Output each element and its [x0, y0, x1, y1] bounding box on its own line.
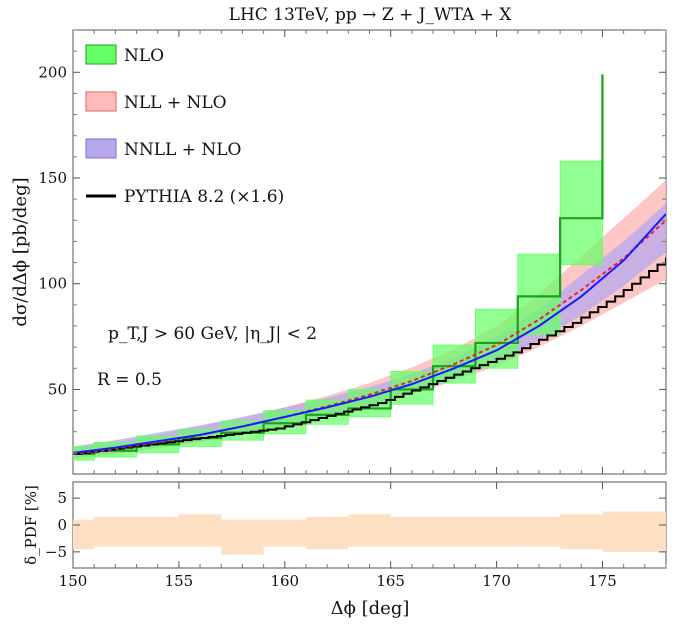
pdf-uncertainty-box: [221, 519, 264, 555]
pdf-uncertainty-box: [136, 516, 179, 547]
legend-label-nll: NLL + NLO: [124, 93, 227, 113]
nlo-uncertainty-box: [559, 160, 603, 266]
pdf-uncertainty-box: [602, 511, 666, 552]
legend-swatch-nll: [85, 91, 117, 112]
x-tick-label: 175: [588, 572, 617, 590]
pdf-uncertainty-box: [94, 516, 137, 547]
legend-item-nll: NLL + NLO: [85, 91, 227, 113]
legend-swatch-nlo: [85, 44, 117, 65]
x-tick-label: 165: [376, 572, 405, 590]
y-tick-label: 150: [38, 169, 67, 187]
pdf-uncertainty-box: [475, 516, 518, 547]
legend-swatch-nnll: [85, 138, 117, 159]
x-tick-label: 160: [270, 572, 299, 590]
jet-radius-annotation: R = 0.5: [97, 370, 162, 390]
pdf-uncertainty-box: [178, 514, 222, 547]
y-tick-label: 100: [38, 275, 67, 293]
main-plot-area: [73, 74, 666, 461]
nnll-nlo-central-line: [73, 213, 666, 454]
pdf-uncertainty-box: [305, 516, 349, 550]
pdf-uncertainty-box: [433, 516, 476, 547]
y-axis-label: dσ/dΔϕ [pb/deg]: [10, 177, 31, 326]
pdf-uncertainty-box: [560, 514, 603, 550]
x-tick-label: 150: [59, 572, 88, 590]
ratio-y-tick-label: −5: [45, 543, 67, 561]
pdf-uncertainty-box: [263, 519, 306, 547]
legend-label-nnll: NNLL + NLO: [124, 140, 241, 160]
ratio-plot-area: [73, 511, 666, 555]
pdf-uncertainty-box: [517, 516, 561, 547]
chart-title: LHC 13TeV, pp → Z + J_WTA + X: [229, 5, 513, 25]
pdf-uncertainty-box: [348, 514, 391, 547]
pythia-histogram: [73, 166, 666, 455]
x-axis-label: Δϕ [deg]: [331, 598, 410, 619]
pdf-uncertainty-box: [390, 516, 434, 547]
main-axes: 50 100 150 200: [38, 29, 667, 474]
y-tick-label: 200: [38, 63, 67, 81]
legend-label-nlo: NLO: [124, 46, 164, 66]
kinematic-cuts-annotation: p_T,J > 60 GeV, |η_J| < 2: [108, 324, 317, 344]
ratio-y-tick-label: 0: [57, 516, 67, 534]
legend-label-pythia: PYTHIA 8.2 (×1.6): [124, 187, 284, 207]
legend-item-pythia: PYTHIA 8.2 (×1.6): [86, 187, 284, 207]
pdf-uncertainty-box: [73, 519, 95, 550]
x-tick-label: 155: [165, 572, 194, 590]
legend: NLO NLL + NLO NNLL + NLO PYTHIA 8.2 (×1.6): [85, 44, 284, 207]
legend-item-nnll: NNLL + NLO: [85, 138, 241, 160]
x-tick-label: 170: [482, 572, 511, 590]
nlo-uncertainty-box: [517, 253, 561, 335]
y-tick-label: 50: [48, 380, 67, 398]
legend-item-nlo: NLO: [85, 44, 164, 66]
ratio-axes: −5 0 5 150 155 160 165 170 175: [45, 482, 667, 590]
ratio-y-axis-label: δ_PDF [%]: [22, 485, 40, 565]
ratio-y-tick-label: 5: [57, 489, 67, 507]
